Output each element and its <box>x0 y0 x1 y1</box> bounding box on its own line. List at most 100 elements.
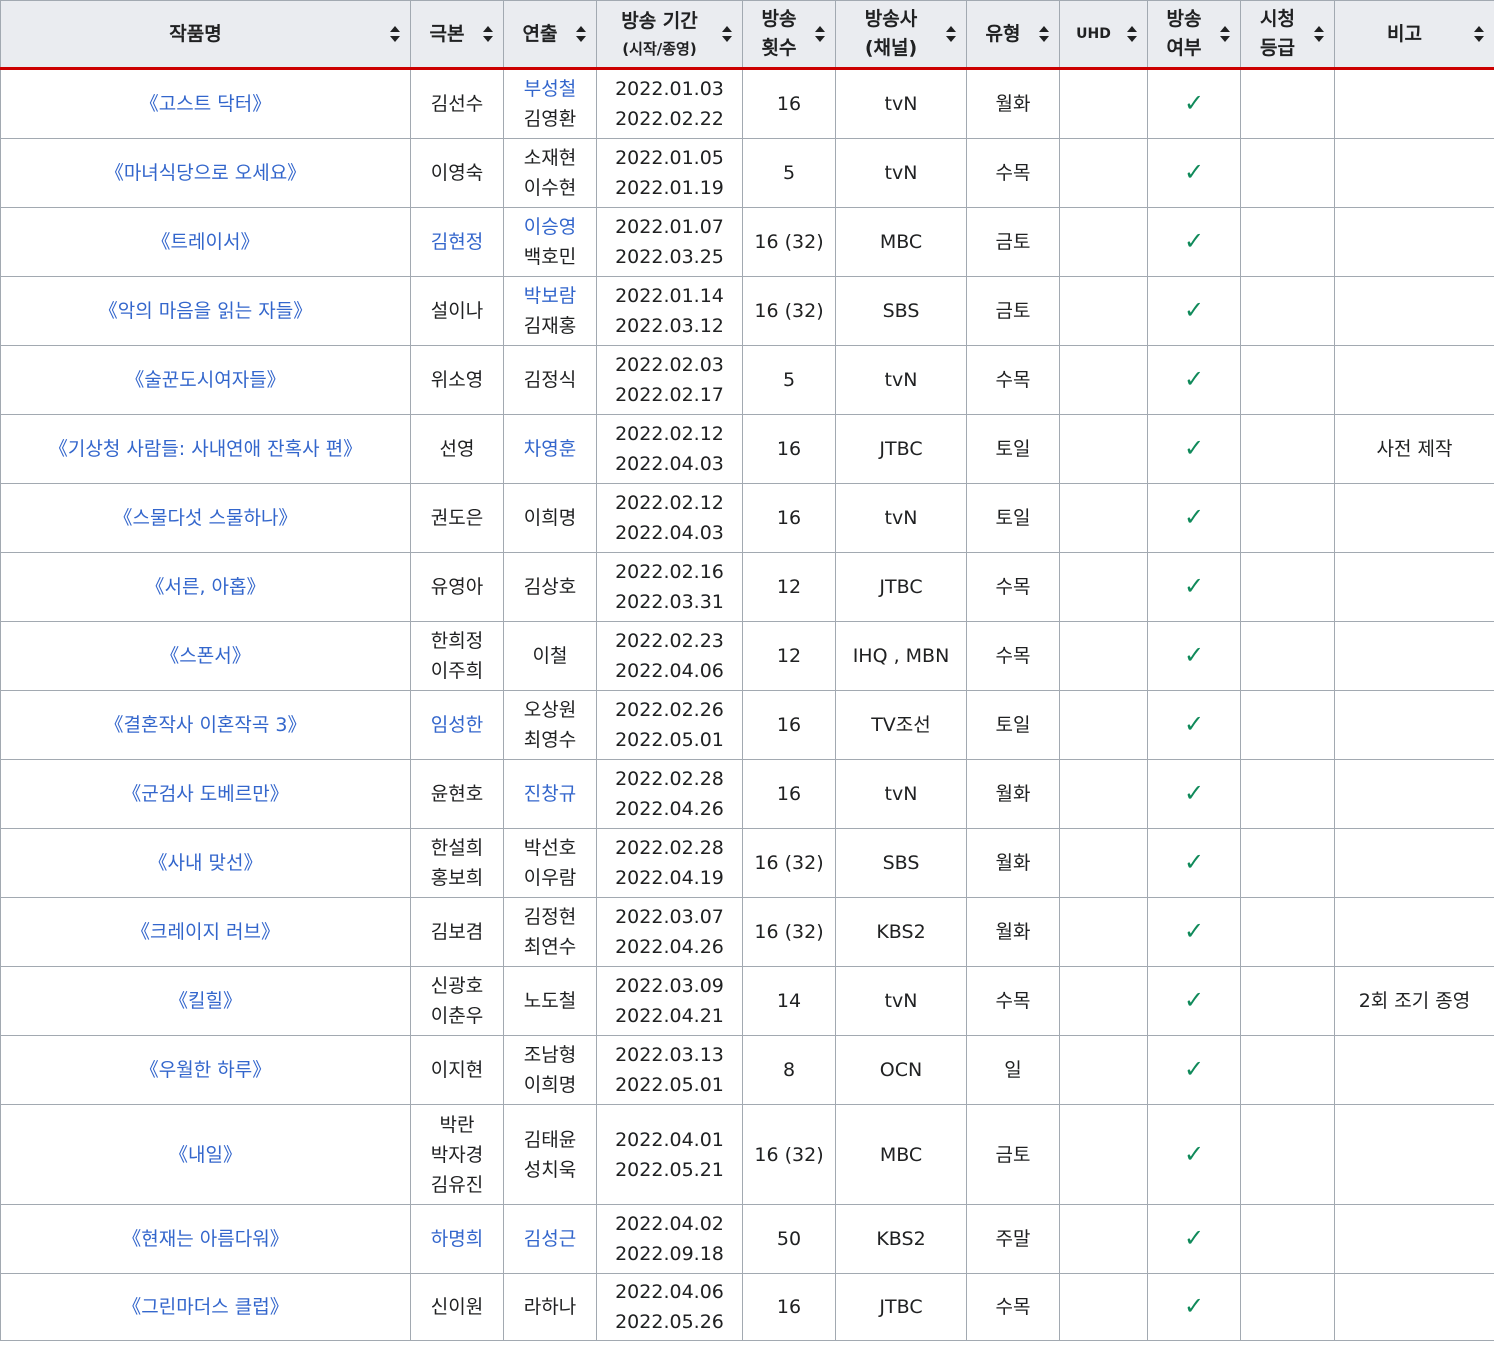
drama-title-link[interactable]: 《악의 마음을 읽는 자들》 <box>98 300 313 322</box>
sort-arrows-icon[interactable] <box>946 26 956 42</box>
sort-arrows-icon[interactable] <box>1220 26 1230 42</box>
director-name-link[interactable]: 진창규 <box>523 783 577 805</box>
director-name-link[interactable]: 부성철 <box>523 78 577 100</box>
cell-writer: 권도은 <box>410 483 504 553</box>
cell-network: IHQ , MBN <box>835 621 967 691</box>
column-header-type[interactable]: 유형 <box>966 0 1060 70</box>
sort-arrows-icon[interactable] <box>1314 26 1324 42</box>
drama-title-link[interactable]: 《크레이지 러브》 <box>131 921 280 943</box>
cell-director: 김성근 <box>503 1204 597 1274</box>
drama-title-link[interactable]: 《마녀식당으로 오세요》 <box>104 162 307 184</box>
director-name: 이희명 <box>523 507 577 529</box>
cell-type: 수목 <box>966 345 1060 415</box>
cell-director: 이희명 <box>503 483 597 553</box>
column-header-writer[interactable]: 극본 <box>410 0 504 70</box>
table-row: 《킬힐》 신광호 이춘우 노도철 2022.03.09 2022.04.21 14 tvN 수목… <box>0 966 1494 1036</box>
cell-director: 김정식 <box>503 345 597 415</box>
network-value: tvN <box>884 783 918 805</box>
director-name: 이희명 <box>523 1074 577 1096</box>
sort-arrows-icon[interactable] <box>1127 26 1137 42</box>
type-value: 토일 <box>995 507 1031 529</box>
episodes-value: 16 <box>776 507 802 529</box>
sort-arrows-icon[interactable] <box>1474 26 1484 42</box>
cell-title: 《서른, 아홉》 <box>0 552 411 622</box>
type-value: 월화 <box>995 93 1031 115</box>
column-header-aired[interactable]: 방송 여부 <box>1147 0 1241 70</box>
drama-title-link[interactable]: 《술꾼도시여자들》 <box>125 369 286 391</box>
sort-arrows-icon[interactable] <box>390 26 400 42</box>
director-name-link[interactable]: 차영훈 <box>523 438 577 460</box>
start-date: 2022.02.28 <box>615 768 724 790</box>
cell-uhd <box>1059 897 1148 967</box>
column-header-network[interactable]: 방송사 (채널) <box>835 0 967 70</box>
writer-name: 설이나 <box>430 300 484 322</box>
cell-network: tvN <box>835 483 967 553</box>
cell-writer: 윤현호 <box>410 759 504 829</box>
writer-name: 권도은 <box>430 507 484 529</box>
episodes-value: 50 <box>776 1228 802 1250</box>
drama-title-link[interactable]: 《그린마더스 클럽》 <box>122 1296 289 1318</box>
cell-title: 《스물다섯 스물하나》 <box>0 483 411 553</box>
drama-title-link[interactable]: 《트레이서》 <box>151 231 260 253</box>
director-name: 김태윤 <box>523 1128 577 1151</box>
cell-title: 《킬힐》 <box>0 966 411 1036</box>
drama-title-link[interactable]: 《킬힐》 <box>169 990 242 1012</box>
column-header-rating[interactable]: 시청 등급 <box>1240 0 1335 70</box>
table-row: 《내일》 박란 박자경 김유진 김태윤 성치욱 2022.04.01 2022.05.21 16… <box>0 1104 1494 1205</box>
episodes-value: 16 (32) <box>754 231 824 253</box>
writer-name-link[interactable]: 김현정 <box>430 231 484 253</box>
drama-title-link[interactable]: 《서른, 아홉》 <box>145 576 266 598</box>
cell-episodes: 16 <box>742 483 836 553</box>
sort-arrows-icon[interactable] <box>483 26 493 42</box>
table-row: 《기상청 사람들: 사내연애 잔혹사 편》 선영 차영훈 2022.02.12 2022… <box>0 414 1494 484</box>
drama-title-link[interactable]: 《고스트 닥터》 <box>139 93 272 115</box>
episodes-value: 16 (32) <box>754 852 824 874</box>
type-value: 월화 <box>995 852 1031 874</box>
episodes-value: 16 <box>776 714 802 736</box>
cell-uhd <box>1059 1104 1148 1205</box>
cell-period: 2022.03.09 2022.04.21 <box>596 966 743 1036</box>
cell-note: 사전 제작 <box>1334 414 1494 484</box>
cell-episodes: 16 <box>742 68 836 139</box>
writer-name: 유영아 <box>430 576 484 598</box>
drama-title-link[interactable]: 《결혼작사 이혼작곡 3》 <box>104 714 307 736</box>
sort-arrows-icon[interactable] <box>576 26 586 42</box>
director-name-link[interactable]: 김성근 <box>523 1228 577 1250</box>
column-header-label: 유형 <box>985 22 1021 45</box>
cell-uhd <box>1059 345 1148 415</box>
drama-title-link[interactable]: 《내일》 <box>169 1143 242 1166</box>
drama-title-link[interactable]: 《스폰서》 <box>160 645 251 667</box>
sort-arrows-icon[interactable] <box>722 26 732 42</box>
drama-title-link[interactable]: 《사내 맞선》 <box>148 852 263 874</box>
column-header-title[interactable]: 작품명 <box>0 0 411 70</box>
writer-name: 선영 <box>439 438 475 460</box>
sort-arrows-icon[interactable] <box>815 26 825 42</box>
column-header-period[interactable]: 방송 기간 (시작/종영) <box>596 0 743 70</box>
director-name: 이철 <box>532 645 568 667</box>
cell-director: 노도철 <box>503 966 597 1036</box>
drama-title-link[interactable]: 《군검사 도베르만》 <box>122 783 289 805</box>
cell-episodes: 16 <box>742 1273 836 1341</box>
drama-title-link[interactable]: 《현재는 아름다워》 <box>122 1228 289 1250</box>
writer-name: 이지현 <box>430 1059 484 1081</box>
column-header-director[interactable]: 연출 <box>503 0 597 70</box>
check-mark-icon: ✓ <box>1183 641 1205 669</box>
drama-title-link[interactable]: 《우월한 하루》 <box>139 1059 272 1081</box>
drama-title-link[interactable]: 《기상청 사람들: 사내연애 잔혹사 편》 <box>48 438 363 460</box>
column-header-note[interactable]: 비고 <box>1334 0 1494 70</box>
writer-name-link[interactable]: 하명희 <box>430 1228 484 1250</box>
cell-writer: 신광호 이춘우 <box>410 966 504 1036</box>
sort-arrows-icon[interactable] <box>1039 26 1049 42</box>
cell-period: 2022.02.12 2022.04.03 <box>596 483 743 553</box>
column-header-episodes[interactable]: 방송 횟수 <box>742 0 836 70</box>
cell-uhd <box>1059 828 1148 898</box>
writer-name-link[interactable]: 임성한 <box>430 714 484 736</box>
director-name-link[interactable]: 이승영 <box>523 216 577 238</box>
type-value: 금토 <box>995 300 1031 322</box>
drama-title-link[interactable]: 《스물다섯 스물하나》 <box>113 507 298 529</box>
column-header-uhd[interactable]: UHD <box>1059 0 1148 70</box>
director-name-link[interactable]: 박보람 <box>523 285 577 307</box>
network-value: SBS <box>882 300 920 322</box>
cell-period: 2022.02.23 2022.04.06 <box>596 621 743 691</box>
